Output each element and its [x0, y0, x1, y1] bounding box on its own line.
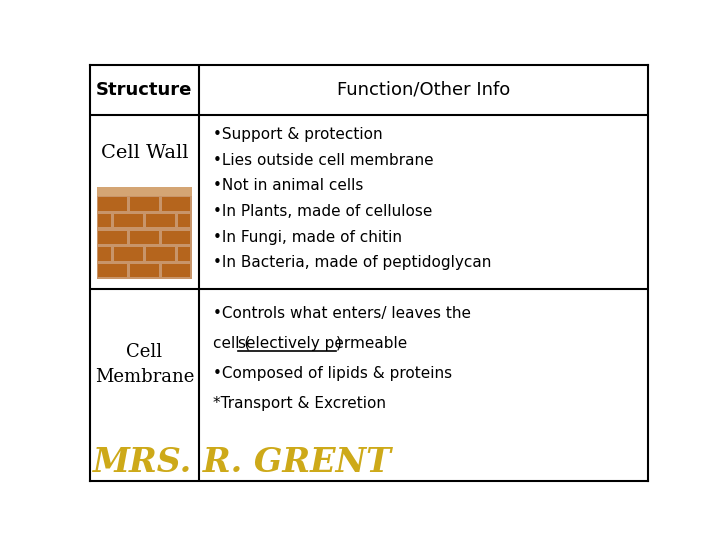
Text: •Not in animal cells: •Not in animal cells — [213, 178, 363, 193]
Bar — [162, 231, 190, 244]
Bar — [99, 264, 127, 277]
Text: cell (: cell ( — [213, 336, 250, 351]
Bar — [130, 264, 158, 277]
Bar — [96, 187, 192, 196]
Bar — [130, 198, 158, 211]
Bar — [99, 247, 111, 261]
Bar — [99, 231, 127, 244]
Text: Membrane: Membrane — [95, 368, 194, 386]
Text: •In Fungi, made of chitin: •In Fungi, made of chitin — [213, 230, 402, 245]
Text: Structure: Structure — [96, 81, 192, 99]
Bar — [146, 247, 174, 261]
Text: •Controls what enters/ leaves the: •Controls what enters/ leaves the — [213, 306, 471, 321]
Text: Cell Wall: Cell Wall — [101, 144, 188, 162]
Text: •In Bacteria, made of peptidoglycan: •In Bacteria, made of peptidoglycan — [213, 255, 491, 271]
Bar — [162, 198, 190, 211]
Text: •In Plants, made of cellulose: •In Plants, made of cellulose — [213, 204, 432, 219]
Text: •Support & protection: •Support & protection — [213, 127, 382, 142]
Bar — [146, 214, 174, 227]
Bar — [114, 247, 143, 261]
Bar — [96, 196, 192, 279]
Bar — [99, 198, 127, 211]
Text: selectively permeable: selectively permeable — [238, 336, 408, 351]
Bar — [114, 214, 143, 227]
Text: MRS. R. GRENT: MRS. R. GRENT — [93, 446, 392, 478]
Text: •Lies outside cell membrane: •Lies outside cell membrane — [213, 153, 433, 168]
Bar — [130, 231, 158, 244]
Bar — [178, 247, 191, 261]
Bar — [162, 264, 190, 277]
Text: Cell: Cell — [126, 343, 163, 361]
Text: ): ) — [336, 336, 342, 351]
Bar — [99, 214, 111, 227]
Text: *Transport & Excretion: *Transport & Excretion — [213, 396, 386, 411]
Text: •Composed of lipids & proteins: •Composed of lipids & proteins — [213, 366, 452, 381]
Text: Function/Other Info: Function/Other Info — [337, 81, 510, 99]
Bar — [178, 214, 191, 227]
